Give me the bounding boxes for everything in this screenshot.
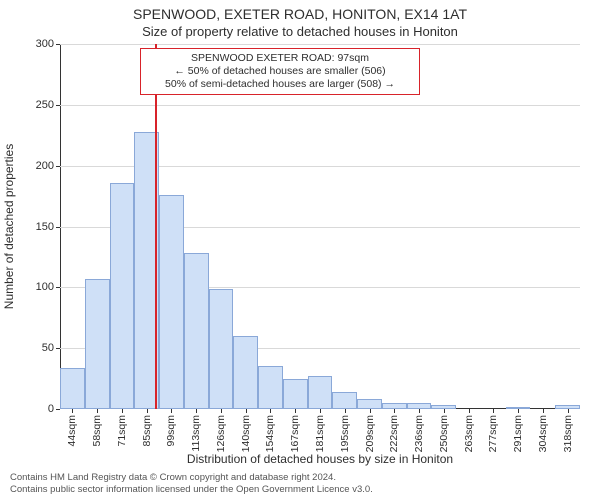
reference-marker-line — [155, 44, 157, 409]
histogram-bar — [209, 289, 234, 409]
x-tick-label: 209sqm — [364, 415, 376, 452]
histogram-bar — [60, 368, 85, 409]
x-tick — [97, 409, 98, 413]
x-tick-label: 222sqm — [388, 415, 400, 452]
footer-attribution: Contains HM Land Registry data © Crown c… — [10, 472, 373, 496]
x-tick-label: 250sqm — [438, 415, 450, 452]
y-tick-label: 0 — [14, 403, 54, 415]
y-tick-label: 150 — [14, 221, 54, 233]
x-tick-label: 154sqm — [264, 415, 276, 452]
x-tick-label: 318sqm — [562, 415, 574, 452]
x-tick — [122, 409, 123, 413]
annotation-line: SPENWOOD EXETER ROAD: 97sqm — [147, 52, 413, 65]
x-tick — [394, 409, 395, 413]
histogram-bar — [283, 379, 308, 409]
y-tick-label: 200 — [14, 160, 54, 172]
y-tick — [56, 44, 60, 45]
x-tick — [221, 409, 222, 413]
y-tick — [56, 166, 60, 167]
annotation-line: ← 50% of detached houses are smaller (50… — [147, 65, 413, 78]
y-tick-label: 300 — [14, 38, 54, 50]
x-tick — [518, 409, 519, 413]
y-tick-label: 50 — [14, 342, 54, 354]
chart-title: SPENWOOD, EXETER ROAD, HONITON, EX14 1AT — [0, 6, 600, 22]
x-tick-label: 85sqm — [141, 415, 153, 447]
x-tick-label: 236sqm — [413, 415, 425, 452]
x-tick — [568, 409, 569, 413]
x-tick — [171, 409, 172, 413]
histogram-bar — [110, 183, 135, 409]
x-tick — [370, 409, 371, 413]
x-tick-label: 195sqm — [339, 415, 351, 452]
x-tick — [295, 409, 296, 413]
gridline — [60, 44, 580, 45]
histogram-bar — [184, 253, 209, 409]
x-tick-label: 126sqm — [215, 415, 227, 452]
x-tick-label: 291sqm — [512, 415, 524, 452]
y-tick — [56, 348, 60, 349]
y-tick — [56, 227, 60, 228]
x-tick-label: 113sqm — [190, 415, 202, 452]
x-tick-label: 99sqm — [165, 415, 177, 447]
x-tick — [345, 409, 346, 413]
x-tick-label: 263sqm — [463, 415, 475, 452]
x-tick-label: 140sqm — [240, 415, 252, 452]
histogram-bar — [258, 366, 283, 409]
figure-root: SPENWOOD, EXETER ROAD, HONITON, EX14 1AT… — [0, 0, 600, 500]
y-tick — [56, 409, 60, 410]
histogram-bar — [308, 376, 333, 409]
x-tick-label: 277sqm — [487, 415, 499, 452]
y-tick-label: 250 — [14, 99, 54, 111]
histogram-bar — [159, 195, 184, 409]
x-tick — [419, 409, 420, 413]
x-tick — [444, 409, 445, 413]
plot-area: 05010015020025030044sqm58sqm71sqm85sqm99… — [60, 44, 580, 409]
gridline — [60, 105, 580, 106]
x-tick-label: 304sqm — [537, 415, 549, 452]
x-tick — [72, 409, 73, 413]
annotation-box: SPENWOOD EXETER ROAD: 97sqm← 50% of deta… — [140, 48, 420, 95]
y-tick — [56, 105, 60, 106]
histogram-bar — [357, 399, 382, 409]
x-tick — [270, 409, 271, 413]
y-tick — [56, 287, 60, 288]
footer-line: Contains public sector information licen… — [10, 484, 373, 496]
x-tick — [147, 409, 148, 413]
histogram-bar — [233, 336, 258, 409]
x-tick-label: 181sqm — [314, 415, 326, 452]
chart-subtitle: Size of property relative to detached ho… — [0, 24, 600, 39]
x-tick-label: 44sqm — [66, 415, 78, 447]
x-tick — [320, 409, 321, 413]
footer-line: Contains HM Land Registry data © Crown c… — [10, 472, 373, 484]
y-tick-label: 100 — [14, 281, 54, 293]
x-tick-label: 71sqm — [116, 415, 128, 447]
x-axis-label: Distribution of detached houses by size … — [60, 452, 580, 466]
histogram-bar — [85, 279, 110, 409]
x-tick-label: 58sqm — [91, 415, 103, 447]
x-tick-label: 167sqm — [289, 415, 301, 452]
histogram-bar — [332, 392, 357, 409]
x-tick — [469, 409, 470, 413]
x-tick — [543, 409, 544, 413]
x-tick — [493, 409, 494, 413]
x-tick — [196, 409, 197, 413]
annotation-line: 50% of semi-detached houses are larger (… — [147, 78, 413, 91]
x-tick — [246, 409, 247, 413]
